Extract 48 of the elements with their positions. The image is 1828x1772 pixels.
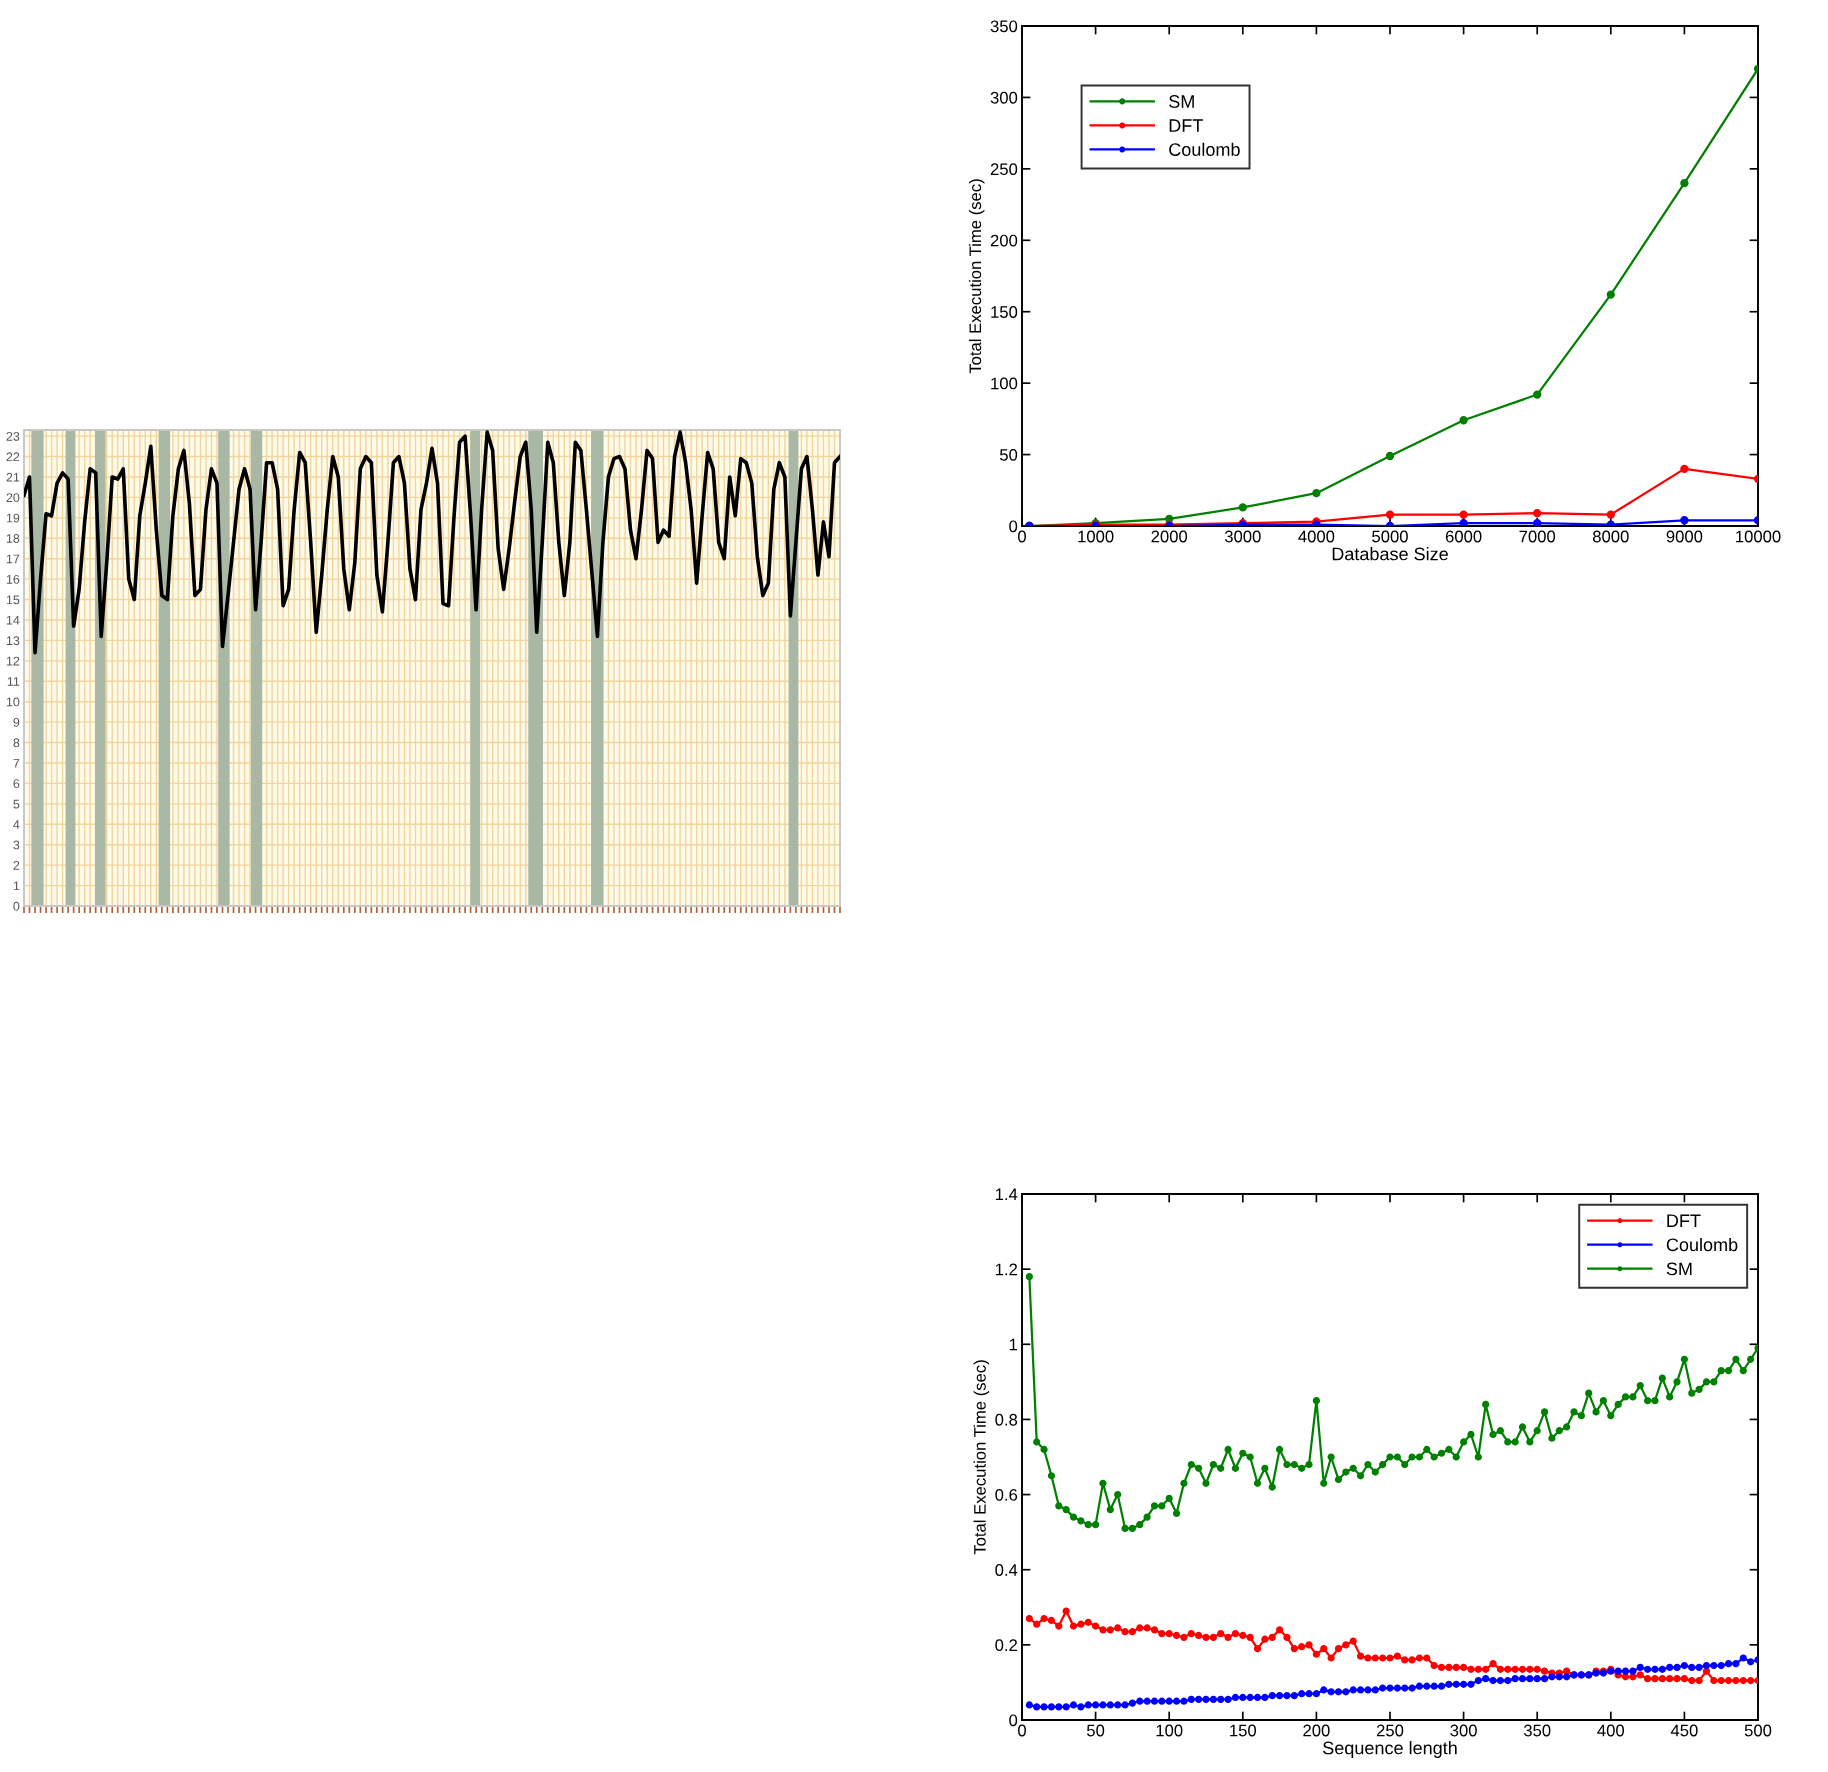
legend-label: DFT [1169, 119, 1203, 132]
y-tick-label: 350 [990, 20, 1018, 33]
x-tick-label: 0 [1018, 530, 1026, 543]
y-tick-label: 50 [999, 448, 1018, 461]
legend-label: Coulomb [1169, 142, 1240, 156]
x-tick-label: 7000 [1519, 530, 1556, 543]
x-tick-label: 300 [1450, 1724, 1477, 1737]
x-tick-label: 3000 [1224, 530, 1261, 543]
legend-label: DFT [1667, 1214, 1701, 1227]
x-tick-label: 150 [1230, 1724, 1257, 1737]
x-tick-label: 0 [1018, 1724, 1026, 1737]
y-tick-label: 0 [1009, 1714, 1018, 1727]
y-tick-label: 150 [991, 306, 1018, 318]
x-axis-title: Database Size [1332, 547, 1448, 561]
y-tick-label: 0.6 [995, 1488, 1018, 1501]
x-tick-label: 5000 [1372, 530, 1408, 543]
x-tick-label: 2000 [1151, 530, 1188, 543]
legend-label: SM [1169, 95, 1194, 108]
x-tick-label: 6000 [1445, 530, 1482, 543]
x-tick-label: 1000 [1078, 530, 1114, 543]
x-tick-label: 9000 [1666, 530, 1703, 543]
y-tick-label: 1 [1009, 1338, 1018, 1351]
legend-label: SM [1666, 1262, 1692, 1276]
y-tick-label: 1.4 [995, 1188, 1018, 1201]
x-tick-label: 10000 [1736, 530, 1781, 543]
x-tick-label: 4000 [1298, 530, 1335, 543]
y-tick-label: 100 [991, 377, 1018, 390]
y-tick-label: 200 [990, 234, 1018, 247]
x-axis-title: Sequence length [1323, 1741, 1457, 1758]
x-tick-label: 250 [1376, 1724, 1404, 1737]
y-tick-label: 250 [990, 163, 1018, 176]
y-tick-label: 0.4 [995, 1564, 1018, 1576]
legend-label: Coulomb [1666, 1237, 1738, 1252]
y-axis-title: Total Execution Time (sec) [968, 179, 985, 374]
y-tick-label: 0.2 [995, 1639, 1017, 1652]
y-tick-label: 0 [1009, 520, 1018, 533]
y-tick-label: 1.2 [995, 1263, 1017, 1276]
x-tick-label: 500 [1744, 1724, 1772, 1737]
x-tick-label: 50 [1087, 1724, 1105, 1737]
x-tick-label: 450 [1670, 1724, 1698, 1737]
y-tick-label: 300 [990, 91, 1018, 104]
y-tick-label: 0.8 [995, 1413, 1018, 1426]
x-tick-label: 100 [1156, 1724, 1183, 1737]
y-axis-title: Total Execution Time (sec) [973, 1360, 990, 1555]
x-tick-label: 350 [1523, 1724, 1551, 1737]
x-tick-label: 8000 [1592, 530, 1629, 543]
x-tick-label: 200 [1303, 1724, 1330, 1737]
x-tick-label: 400 [1597, 1724, 1625, 1737]
